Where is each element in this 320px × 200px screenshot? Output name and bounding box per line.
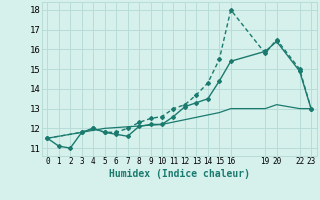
X-axis label: Humidex (Indice chaleur): Humidex (Indice chaleur)	[109, 169, 250, 179]
